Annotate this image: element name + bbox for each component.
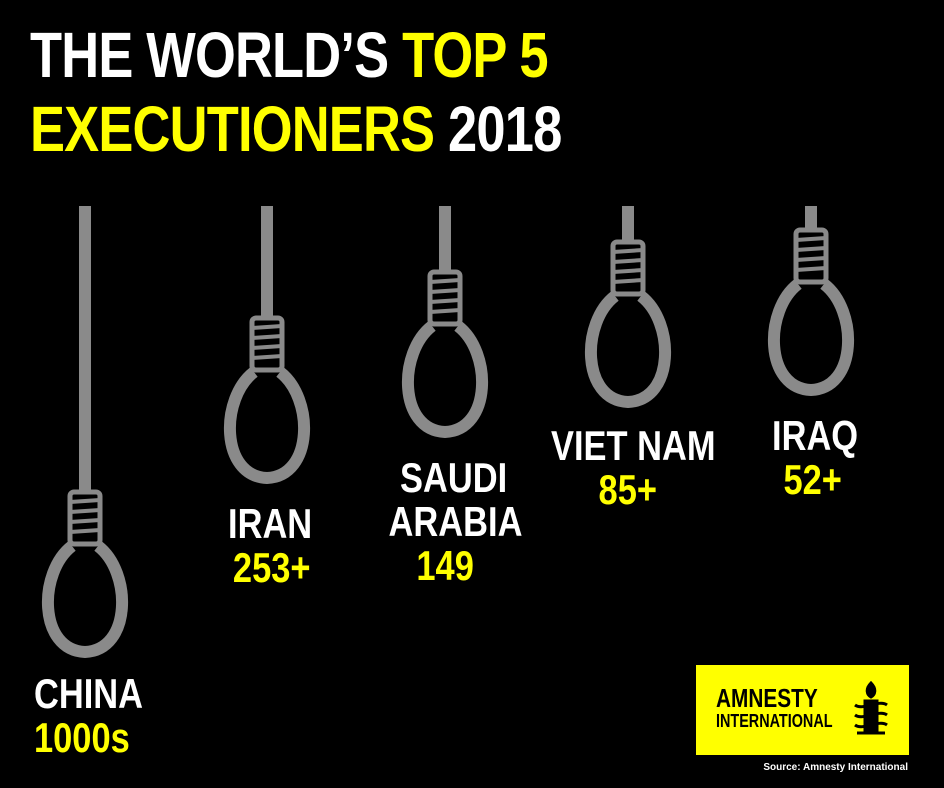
iran-noose-icon [223,206,311,485]
viet-nam-noose-icon [584,206,672,409]
execution-count: 52+ [783,456,842,503]
country-name: CHINA [34,670,144,717]
country-name: IRAN [228,500,313,547]
country-name: IRAQ [772,412,859,459]
country-iran: IRAN 253+ [228,502,312,590]
logo-line2: INTERNATIONAL [716,711,833,731]
china-noose-icon [41,206,129,659]
country-name: VIET NAM [551,422,716,469]
candle-barbed-wire-icon [854,681,888,735]
country-viet-nam: VIET NAM 85+ [551,424,716,512]
execution-count: 149 [416,542,474,589]
execution-count: 253+ [232,544,311,591]
source-credit: Source: Amnesty International [763,762,908,773]
page-title: THE WORLD’S TOP 5 EXECUTIONERS 2018 [30,18,562,166]
saudi-arabia-noose-icon [401,206,489,439]
country-iraq: IRAQ 52+ [772,414,858,502]
logo-line1: AMNESTY [716,683,818,713]
country-saudi-arabia: SAUDI ARABIA 149 [389,454,523,589]
title-line-2: EXECUTIONERS 2018 [30,93,562,165]
country-name-line2: ARABIA [388,498,523,545]
country-china: CHINA 1000s [34,672,143,760]
amnesty-logo: AMNESTY INTERNATIONAL [696,665,909,755]
iraq-noose-icon [767,206,855,397]
execution-count: 85+ [598,466,657,513]
country-name-line1: SAUDI [400,454,508,501]
title-line-1: THE WORLD’S TOP 5 [30,19,549,91]
logo-text: AMNESTY INTERNATIONAL [716,685,833,731]
execution-count: 1000s [34,714,130,761]
